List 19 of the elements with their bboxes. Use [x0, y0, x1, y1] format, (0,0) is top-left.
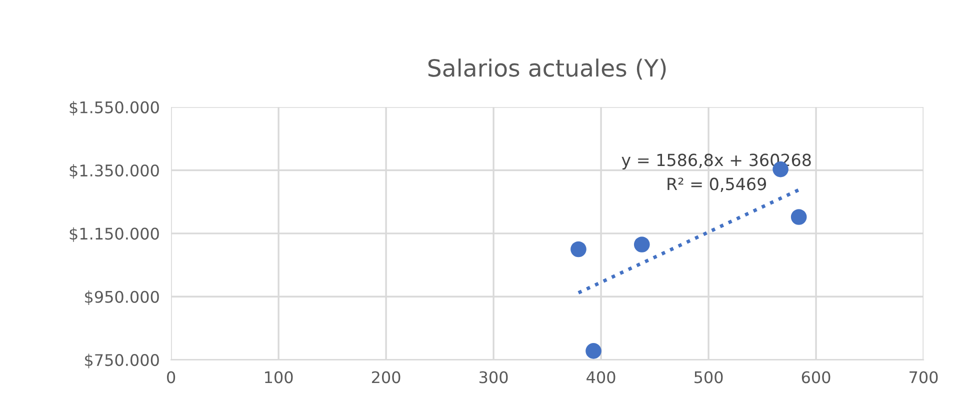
y-tick-label: $950.000	[85, 290, 159, 306]
y-tick-label: $1.150.000	[70, 227, 159, 242]
x-tick-label: 0	[167, 371, 176, 384]
x-tick-label: 700	[910, 371, 938, 384]
point	[570, 241, 586, 258]
x-tick-label: 400	[586, 371, 616, 384]
x-tick-label: 300	[480, 371, 508, 384]
x-tick-label: 100	[265, 371, 293, 384]
point	[790, 209, 807, 225]
y-tick-label: $1.350.000	[70, 164, 159, 179]
y-tick-label: $750.000	[85, 354, 159, 368]
x-tick-label: 600	[802, 371, 830, 384]
annotation: R² = 0,5469	[668, 178, 766, 192]
y-tick-label: $1.550.000	[70, 101, 159, 116]
point	[586, 343, 602, 359]
x-tick-label: 200	[372, 371, 400, 384]
point	[634, 236, 650, 252]
chart-title: Salarios actuales (Y)	[428, 58, 666, 80]
x-tick-label: 500	[694, 371, 723, 384]
